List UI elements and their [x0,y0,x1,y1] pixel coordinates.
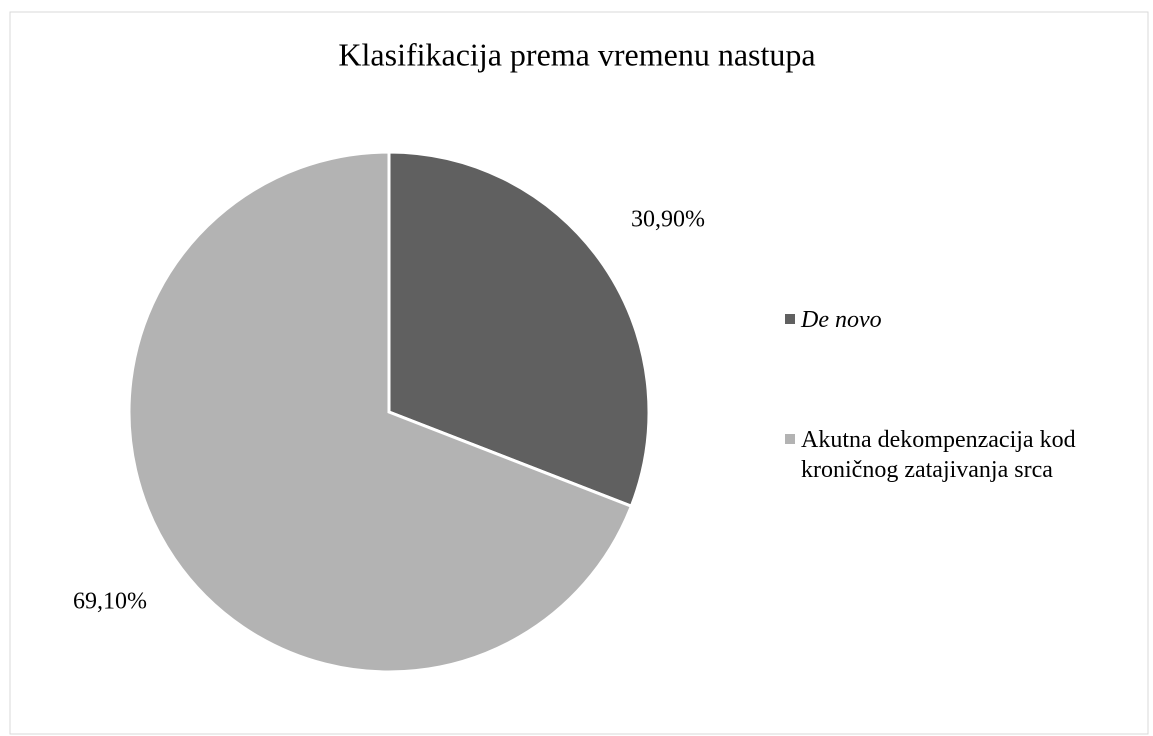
data-label: 69,10% [73,588,147,614]
chart-border [9,11,1149,735]
legend-item: Akutna dekompenzacija kod kroničnog zata… [785,425,1153,485]
chart-title: Klasifikacija prema vremenu nastupa [338,36,815,72]
pie-slice [387,150,651,509]
data-label: 30,90% [631,207,705,233]
legend-label: Akutna dekompenzacija kod kroničnog zata… [801,427,1076,483]
legend-swatch [785,434,795,444]
legend-label: De novo [801,307,882,333]
pie-slice [127,150,634,674]
legend-swatch [785,314,795,324]
legend-item: De novo [785,305,1153,335]
